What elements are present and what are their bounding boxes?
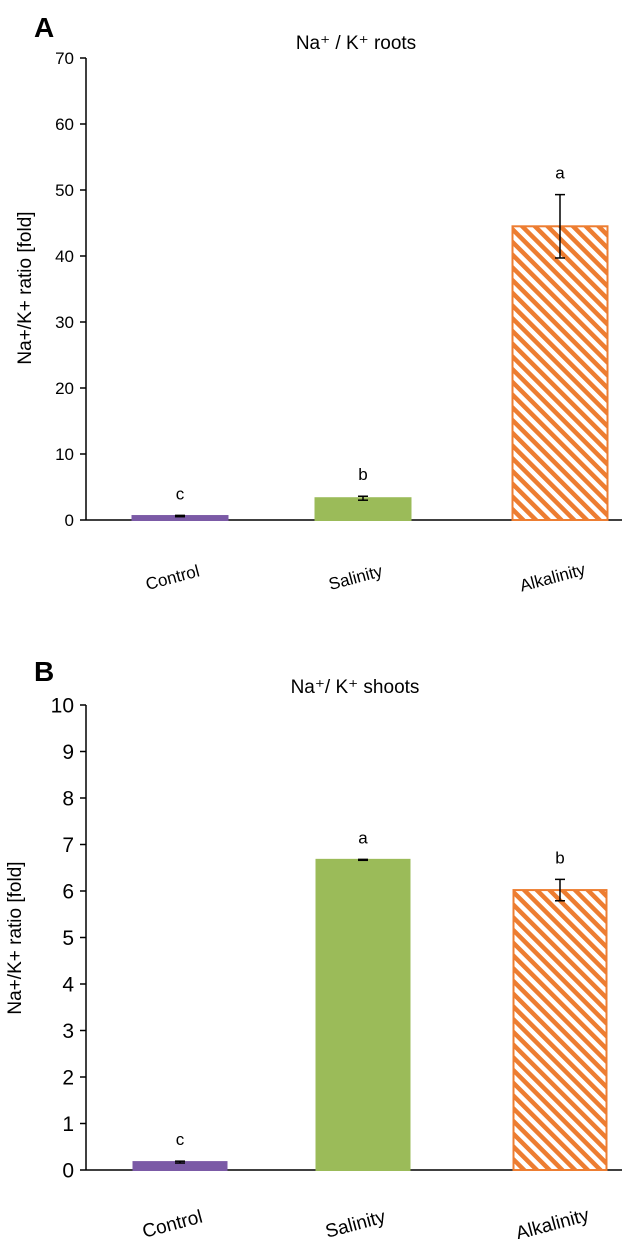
significance-label: a <box>555 164 565 183</box>
significance-label: b <box>555 848 564 867</box>
y-axis-label: Na+/K+ ratio [fold] <box>5 861 26 1014</box>
x-tick-label: Control <box>144 561 202 594</box>
y-tick-label: 4 <box>62 974 74 997</box>
y-tick-label: 7 <box>62 834 74 857</box>
x-tick-label: Salinity <box>327 561 385 594</box>
x-tick-label: Control <box>140 1207 205 1239</box>
bar <box>315 858 411 1171</box>
x-tick-label: Alkalinity <box>518 560 588 596</box>
bar <box>511 225 609 522</box>
plot-area: 0 10 20 30 40 50 60 70 c Control b Salinity a Alkalin… <box>55 49 622 596</box>
y-tick-label: 1 <box>62 1113 74 1136</box>
y-tick-label: 10 <box>51 695 74 718</box>
y-tick-label: 2 <box>62 1067 74 1090</box>
y-tick-label: 20 <box>55 379 74 398</box>
y-tick-label: 0 <box>65 511 74 530</box>
significance-label: c <box>176 484 185 503</box>
y-tick-label: 8 <box>62 788 74 811</box>
chart-panel-roots: A Na⁺ / K⁺ roots Na+/K+ ratio [fold] 0 10… <box>15 12 622 596</box>
significance-label: a <box>358 828 368 847</box>
bar <box>314 497 412 522</box>
x-tick-label: Alkalinity <box>514 1205 592 1239</box>
y-tick-label: 40 <box>55 247 74 266</box>
y-tick-label: 5 <box>62 927 74 950</box>
y-tick-label: 0 <box>62 1160 74 1183</box>
chart-title: Na⁺/ K⁺ shoots <box>291 677 420 698</box>
chart-panel-shoots: B Na⁺/ K⁺ shoots Na+/K+ ratio [fold] 0 1 2… <box>5 656 622 1239</box>
x-tick-label: Salinity <box>323 1206 388 1239</box>
panel-label: B <box>34 656 54 687</box>
y-tick-label: 30 <box>55 313 74 332</box>
y-tick-label: 70 <box>55 49 74 68</box>
plot-area: 0 1 2 3 4 5 6 7 8 9 10 c Control a Salinity b Alkalinity <box>51 695 622 1239</box>
y-tick-label: 50 <box>55 181 74 200</box>
y-tick-label: 10 <box>55 445 74 464</box>
y-axis-label: Na+/K+ ratio [fold] <box>15 211 36 364</box>
panel-label: A <box>34 12 54 43</box>
significance-label: b <box>358 465 367 484</box>
y-tick-label: 60 <box>55 115 74 134</box>
y-tick-label: 9 <box>62 741 74 764</box>
y-tick-label: 6 <box>62 881 74 904</box>
y-tick-label: 3 <box>62 1020 74 1043</box>
significance-label: c <box>176 1130 185 1149</box>
chart-title: Na⁺ / K⁺ roots <box>296 33 416 54</box>
bar <box>512 889 608 1171</box>
